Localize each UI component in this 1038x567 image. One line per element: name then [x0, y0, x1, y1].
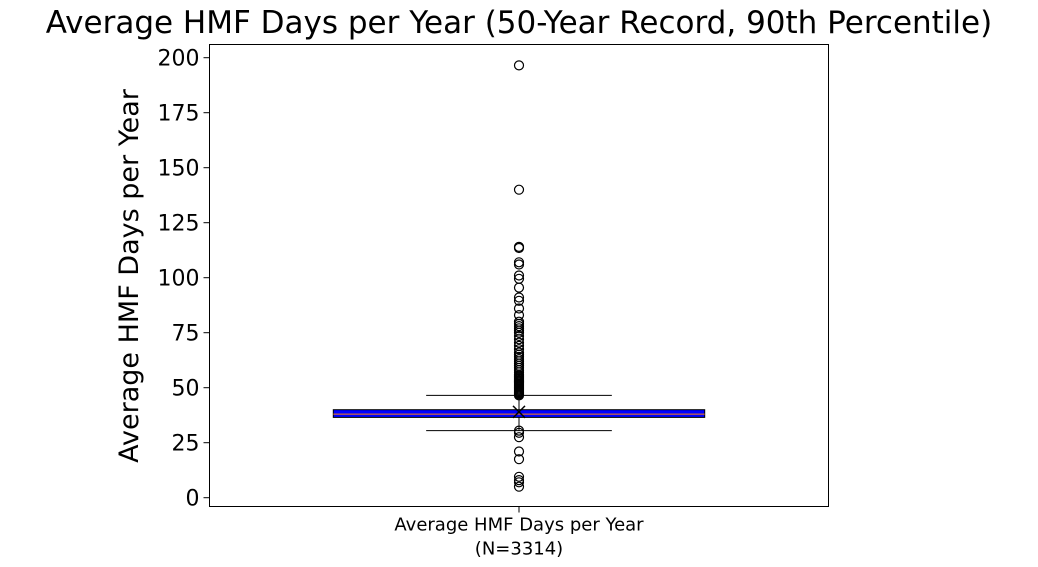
iqr-box [332, 409, 706, 418]
y-axis-ticks: 0 25 50 75 100 125 150 175 200 [158, 47, 210, 512]
outlier-point [513, 330, 525, 342]
outlier-point [513, 295, 525, 306]
outlier-point [513, 316, 525, 327]
y-tick-label: 125 [158, 212, 200, 237]
y-tick-label: 0 [186, 487, 200, 512]
chart-title: Average HMF Days per Year (50-Year Recor… [46, 5, 992, 41]
outlier-point [513, 347, 525, 358]
x-axis-ticks: Average HMF Days per Year (N=3314) [394, 506, 644, 560]
y-tick-label: 25 [172, 432, 200, 457]
mean-marker [512, 405, 526, 419]
outlier-point [513, 292, 525, 303]
outlier-point [513, 481, 525, 492]
outlier-point [513, 425, 525, 436]
outlier-point [513, 344, 525, 355]
outlier-point [513, 432, 525, 443]
outlier-point [513, 475, 525, 486]
box-marks [332, 60, 706, 492]
outlier-point [513, 454, 525, 465]
outlier-point [513, 446, 525, 457]
outlier-point [513, 259, 525, 270]
y-tick-label: 50 [172, 377, 200, 402]
outlier-point [513, 184, 525, 195]
y-tick-label: 150 [158, 157, 200, 182]
outlier-point [513, 337, 525, 348]
outlier-point [513, 273, 525, 284]
y-tick-label: 175 [158, 102, 200, 127]
outlier-point [513, 310, 525, 321]
x-tick-label: Average HMF Days per Year (N=3314) [394, 515, 644, 560]
y-tick-label: 100 [158, 267, 200, 292]
outlier-point [513, 257, 525, 268]
outlier-point [513, 60, 525, 71]
outlier-point [513, 471, 525, 482]
outlier-point [513, 241, 525, 252]
outlier-point [513, 303, 525, 314]
outlier-point [513, 340, 525, 351]
outlier-point [513, 282, 525, 293]
y-tick-label: 75 [172, 322, 200, 347]
y-axis-label: Average HMF Days per Year [114, 88, 145, 463]
y-tick-label: 200 [158, 47, 200, 72]
outlier-point [513, 270, 525, 281]
